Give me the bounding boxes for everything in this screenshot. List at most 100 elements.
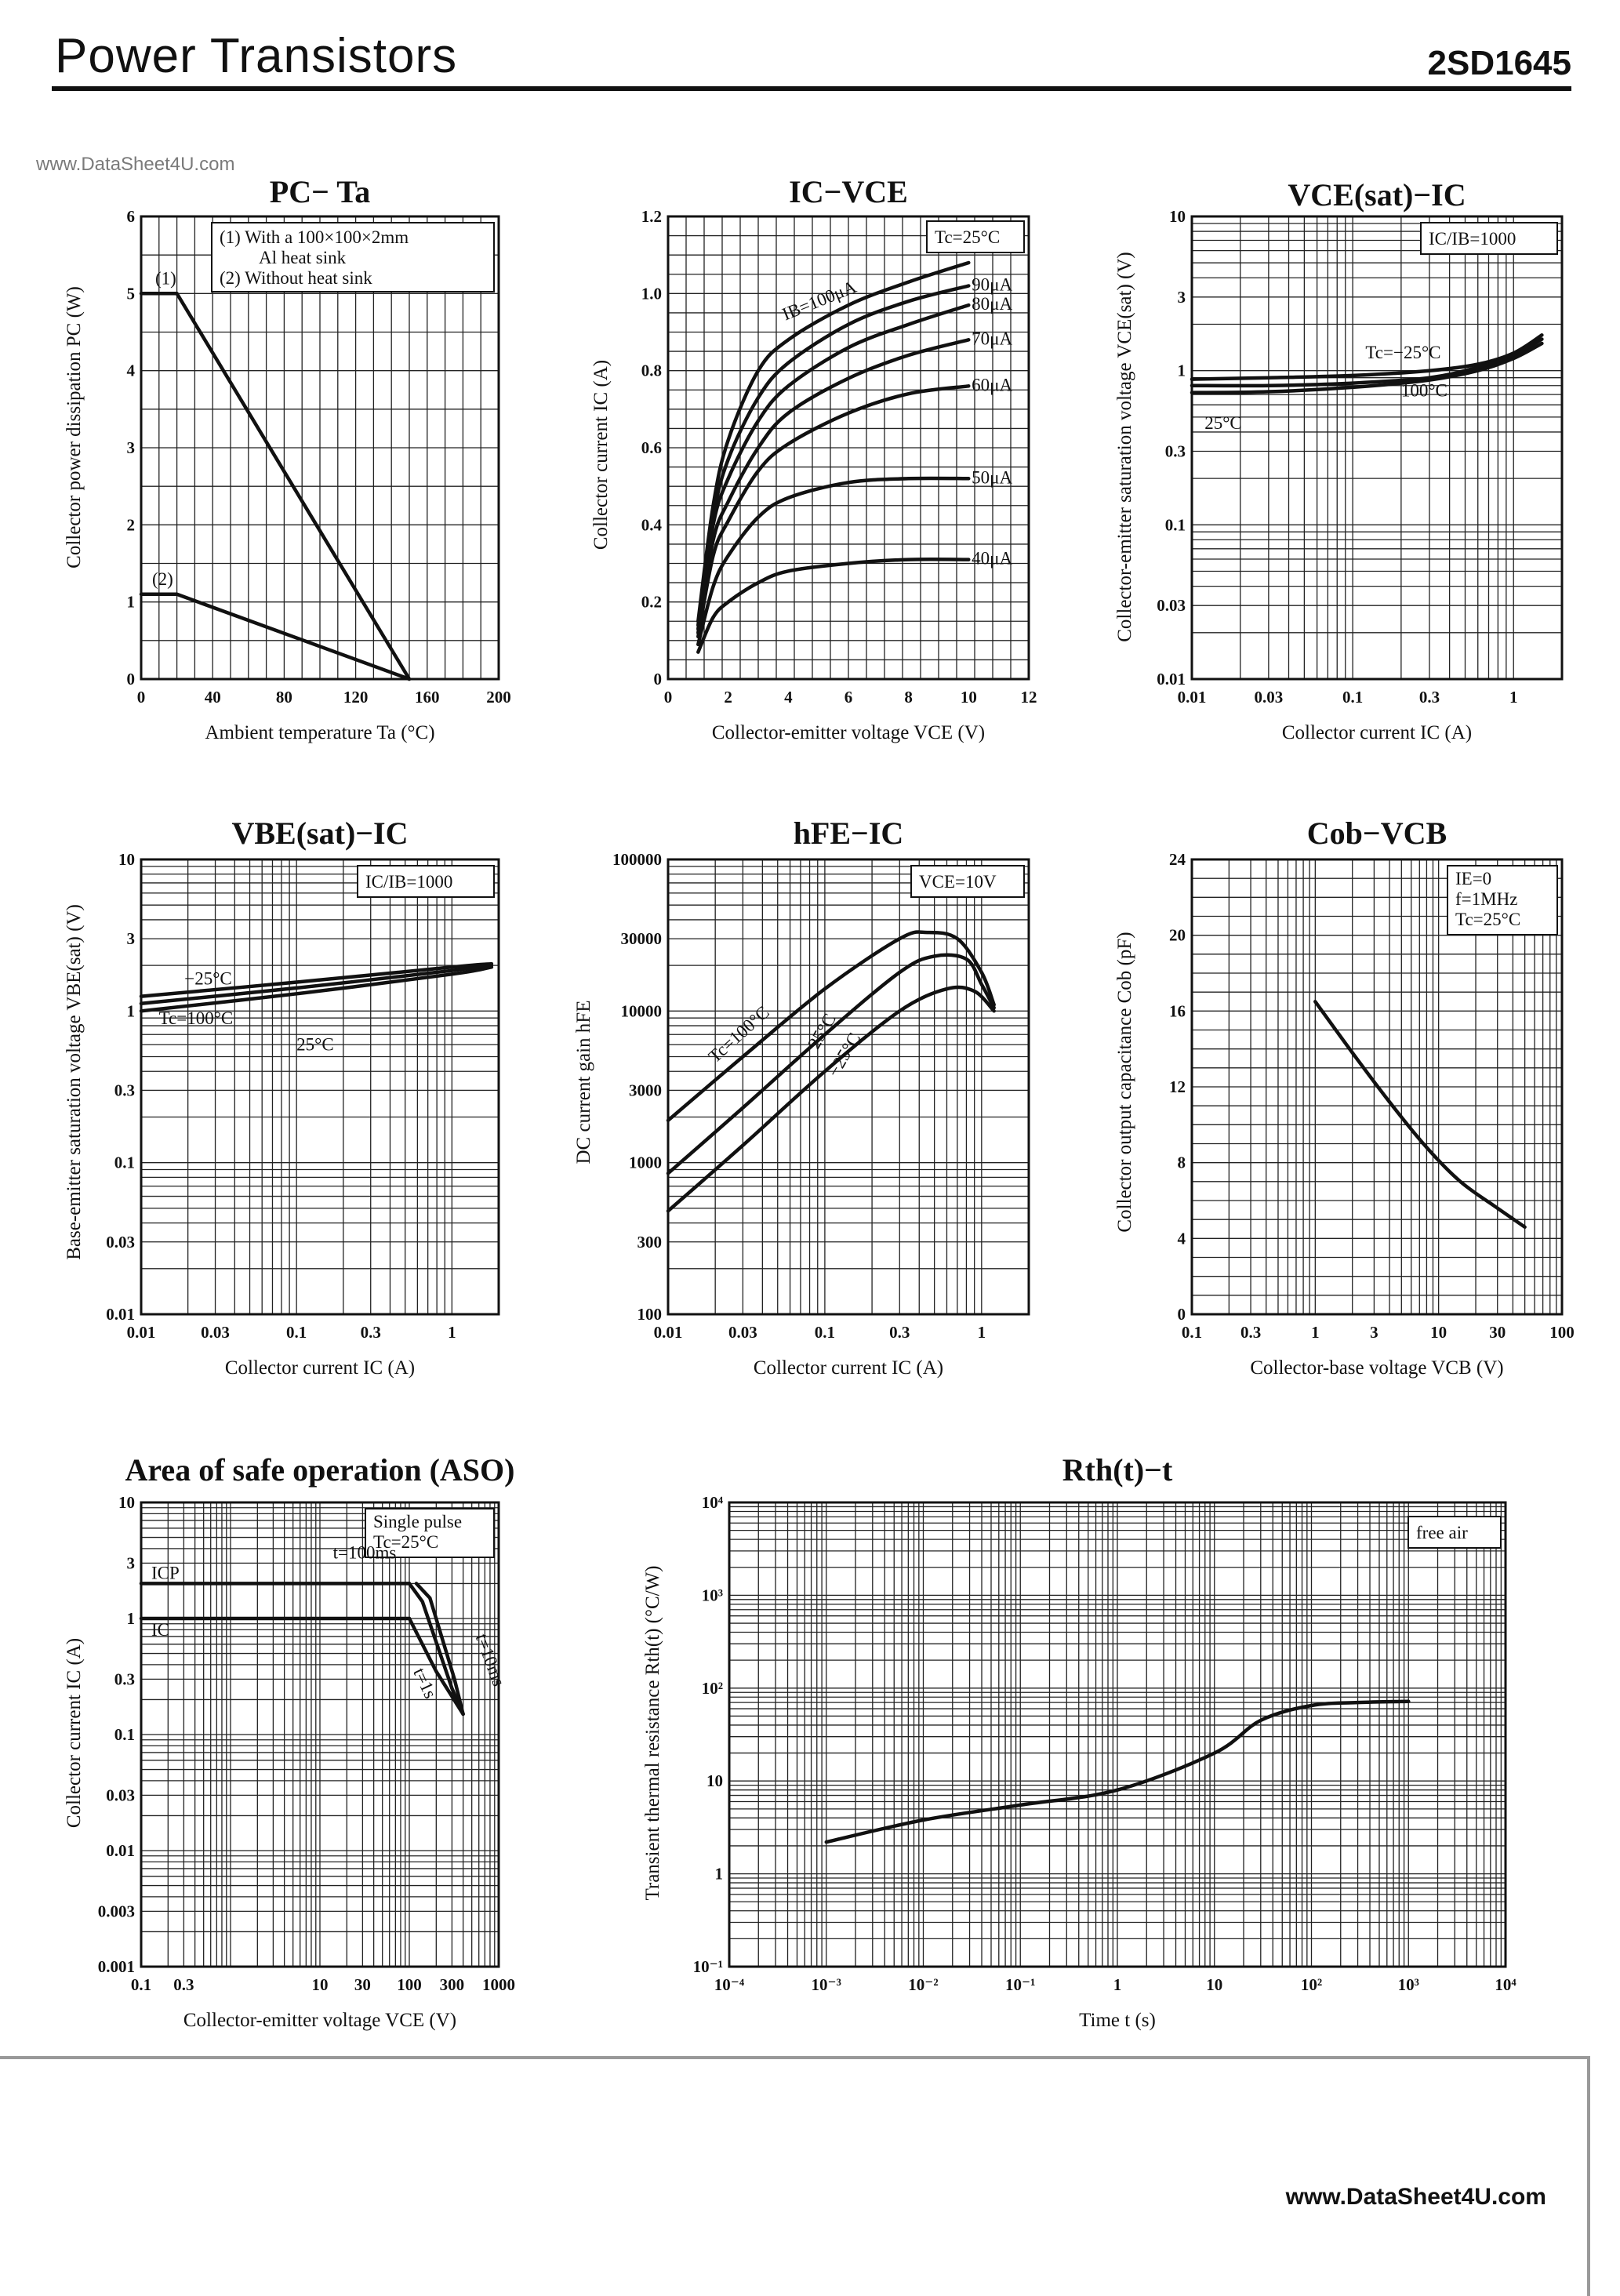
y-tick-label: 10 <box>118 850 135 869</box>
y-tick-label: 16 <box>1169 1001 1186 1020</box>
notes-box <box>211 222 495 292</box>
chart-pc-ta: 0 40 80 120 160 200 0 1 2 3 4 5 6 PC− Ta Ambient tempe… <box>64 174 511 743</box>
x-tick-label: 10⁻² <box>908 1975 938 1994</box>
y-tick-label: 1 <box>127 593 136 612</box>
curve-label: 90μA <box>972 275 1012 295</box>
curve-label: 100°C <box>1401 381 1447 401</box>
series-line <box>696 476 971 647</box>
condition-box-text: IC/IB=1000 <box>1429 229 1516 249</box>
curve-label: 25°C <box>1204 413 1242 433</box>
x-tick-label: 100 <box>397 1975 422 1994</box>
series-line <box>696 303 971 631</box>
x-tick-label: 10 <box>1206 1975 1222 1994</box>
series-line <box>666 953 996 1175</box>
footer-frame <box>0 2056 1590 2296</box>
chart-vcesat-ic: 0.01 0.03 0.1 0.3 1 0.01 0.03 0.1 0.3 1 3 10 VCE(sat… <box>1114 177 1564 743</box>
y-axis-label: Transient thermal resistance Rth(t) (°C/… <box>642 1565 663 1900</box>
y-tick-label: 0.6 <box>641 438 662 457</box>
watermark-bottom: www.DataSheet4U.com <box>1285 2184 1546 2210</box>
y-tick-label: 0.01 <box>1157 670 1186 688</box>
x-tick-label: 10⁴ <box>1495 1975 1516 1994</box>
gridlines <box>140 1502 499 1967</box>
plot-frame <box>140 858 500 1316</box>
series-line <box>666 930 996 1123</box>
chart-title: PC− Ta <box>270 174 370 209</box>
x-tick-label: 0.3 <box>361 1323 381 1342</box>
series-line <box>139 592 412 681</box>
series-line <box>696 338 971 635</box>
condition-box-text: IC/IB=1000 <box>365 872 452 892</box>
condition-box <box>1447 865 1558 935</box>
x-axis-label: Collector-base voltage VCB (V) <box>1250 1357 1503 1379</box>
series-line <box>1313 1000 1527 1230</box>
x-tick-label: 80 <box>276 688 292 707</box>
x-axis-label: Collector current IC (A) <box>1282 722 1472 743</box>
chart-rth-t: 10⁻⁴ 10⁻³ 10⁻² 10⁻¹ 1 10 10² 10³ 10⁴ 10⁻¹ 1 10 10² 10… <box>642 1452 1516 2031</box>
y-axis-label: Collector-emitter saturation voltage VCE… <box>1114 252 1135 642</box>
x-tick-label: 0.3 <box>173 1975 194 1994</box>
note-1: (1) With a 100×100×2mm <box>220 227 409 247</box>
x-tick-label: 0.1 <box>286 1323 307 1342</box>
y-tick-label: 1 <box>127 1609 136 1628</box>
x-tick-label: 300 <box>440 1975 465 1994</box>
y-axis-label: Collector power dissipation PC (W) <box>64 286 85 569</box>
y-tick-label: 0 <box>127 670 136 688</box>
watermark-top: www.DataSheet4U.com <box>36 154 235 175</box>
y-tick-label: 10 <box>1169 207 1186 226</box>
condition-box-box <box>1408 1516 1502 1549</box>
icp-label: ICP <box>151 1563 180 1582</box>
y-tick-label: 4 <box>127 361 136 380</box>
chart-title: Area of safe operation (ASO) <box>125 1452 515 1488</box>
curve-label: (1) <box>155 268 176 288</box>
x-axis-label: Collector current IC (A) <box>225 1357 415 1379</box>
x-tick-label: 0.3 <box>1419 688 1440 707</box>
y-tick-label: 0.003 <box>98 1902 135 1920</box>
y-tick-label: 10² <box>702 1679 723 1698</box>
y-tick-label: 0 <box>1178 1305 1186 1324</box>
series-line <box>139 961 494 998</box>
series-line <box>1190 333 1544 381</box>
y-axis-label: Collector current IC (A) <box>64 1638 85 1828</box>
series-line <box>1190 341 1544 394</box>
x-tick-label: 40 <box>205 688 221 707</box>
x-tick-label: 3 <box>1370 1323 1378 1342</box>
series-line <box>139 292 412 681</box>
x-tick-label: 0.3 <box>889 1323 910 1342</box>
condition-box-box <box>1447 865 1558 935</box>
t10ms-label: t=10ms <box>472 1631 509 1689</box>
condition-box <box>365 1508 495 1558</box>
x-tick-label: 1 <box>1113 1975 1122 1994</box>
series-line <box>696 557 971 654</box>
y-tick-label: 3 <box>1178 288 1186 307</box>
x-tick-label: 8 <box>904 688 913 707</box>
condition-box: Tc=25°C <box>926 220 1025 253</box>
x-axis-label: Collector-emitter voltage VCE (V) <box>183 2010 456 2031</box>
x-tick-label: 10³ <box>1398 1975 1419 1994</box>
series-line <box>1190 337 1544 388</box>
curve-label: 25°C <box>296 1035 334 1055</box>
chart-cob-vcb: 0.1 0.3 1 3 10 30 100 0 4 8 12 16 20 24 Cob−VCB Collect… <box>1114 816 1575 1379</box>
y-tick-label: 3000 <box>629 1081 662 1099</box>
x-tick-label: 0.1 <box>131 1975 151 1994</box>
x-tick-label: 1 <box>1311 1323 1320 1342</box>
curve-label: −25°C <box>184 968 232 988</box>
condition-box-box <box>365 1508 495 1558</box>
chart-hfe-ic: 0.01 0.03 0.1 0.3 1 100 300 1000 3000 10000 30000 1… <box>573 816 1030 1379</box>
x-tick-label: 0.3 <box>1240 1323 1261 1342</box>
x-tick-label: 2 <box>724 688 732 707</box>
plot-frame <box>728 1501 1507 1968</box>
condition-box: IC/IB=1000 <box>357 865 495 898</box>
x-tick-label: 120 <box>343 688 369 707</box>
condition-text: f=1MHz <box>1455 889 1517 909</box>
x-tick-label: 1 <box>1509 688 1518 707</box>
x-tick-label: 0.01 <box>127 1323 156 1342</box>
y-tick-label: 10 <box>118 1493 135 1512</box>
header-rule <box>52 86 1571 91</box>
series-line <box>414 1582 465 1717</box>
y-tick-label: 0.03 <box>106 1786 135 1804</box>
y-tick-label: 10 <box>706 1771 723 1790</box>
y-tick-label: 4 <box>1178 1229 1186 1248</box>
x-tick-label: 0.01 <box>1178 688 1207 707</box>
plot-frame <box>1190 858 1564 1316</box>
t100ms-label: t=100ms <box>333 1542 397 1562</box>
